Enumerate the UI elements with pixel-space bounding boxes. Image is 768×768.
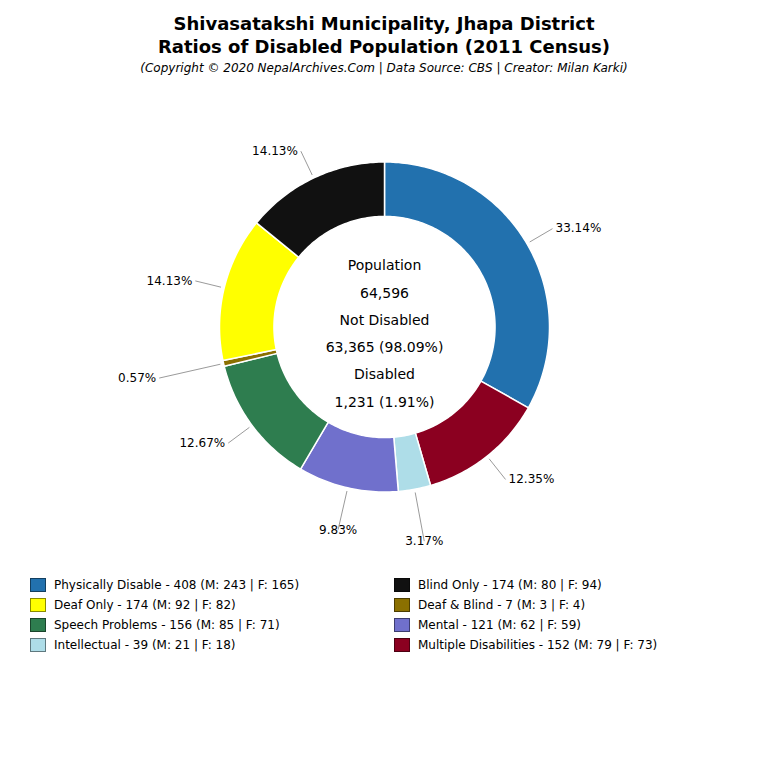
svg-text:12.35%: 12.35% — [509, 472, 555, 486]
svg-text:3.17%: 3.17% — [405, 534, 443, 548]
svg-text:0.57%: 0.57% — [118, 371, 156, 385]
html-text:(Copyright © 2020 NepalArchive: (Copyright © 2020 NepalArchives.Com | Da… — [140, 60, 628, 75]
svg-text:64,596: 64,596 — [360, 284, 409, 300]
svg-text:Population: Population — [348, 257, 422, 273]
html-text:Intellectual - 39 (M: 21 | F:: Intellectual - 39 (M: 21 | F: 18) — [54, 637, 236, 652]
svg-text:33.14%: 33.14% — [556, 221, 602, 235]
html-text:Speech Problems - 156 (M: 85 |: Speech Problems - 156 (M: 85 | F: 71) — [54, 617, 280, 632]
html-text:Shivasatakshi Municipality, Jh: Shivasatakshi Municipality, Jhapa Distri… — [158, 13, 610, 58]
svg-text:12.67%: 12.67% — [179, 436, 225, 450]
html-text:Blind Only - 174 (M: 80 | F: 9: Blind Only - 174 (M: 80 | F: 94) — [418, 577, 602, 592]
html-text:Mental - 121 (M: 62 | F: 59): Mental - 121 (M: 62 | F: 59) — [418, 617, 581, 632]
html-text:Deaf Only - 174 (M: 92 | F: 82: Deaf Only - 174 (M: 92 | F: 82) — [54, 597, 236, 612]
html-text:Multiple Disabilities - 152 (M: Multiple Disabilities - 152 (M: 79 | F: … — [418, 637, 658, 652]
svg-text:Disabled: Disabled — [354, 366, 415, 382]
svg-text:1,231 (1.91%): 1,231 (1.91%) — [335, 393, 435, 409]
svg-text:14.13%: 14.13% — [252, 144, 298, 158]
svg-text:Not Disabled: Not Disabled — [340, 312, 430, 328]
svg-text:14.13%: 14.13% — [147, 274, 193, 288]
html-text:Physically Disable - 408 (M: 2: Physically Disable - 408 (M: 243 | F: 16… — [54, 577, 300, 592]
svg-text:63,365 (98.09%): 63,365 (98.09%) — [326, 339, 444, 355]
svg-text:9.83%: 9.83% — [319, 522, 357, 536]
html-text:Deaf & Blind - 7 (M: 3 | F: 4): Deaf & Blind - 7 (M: 3 | F: 4) — [418, 597, 586, 612]
